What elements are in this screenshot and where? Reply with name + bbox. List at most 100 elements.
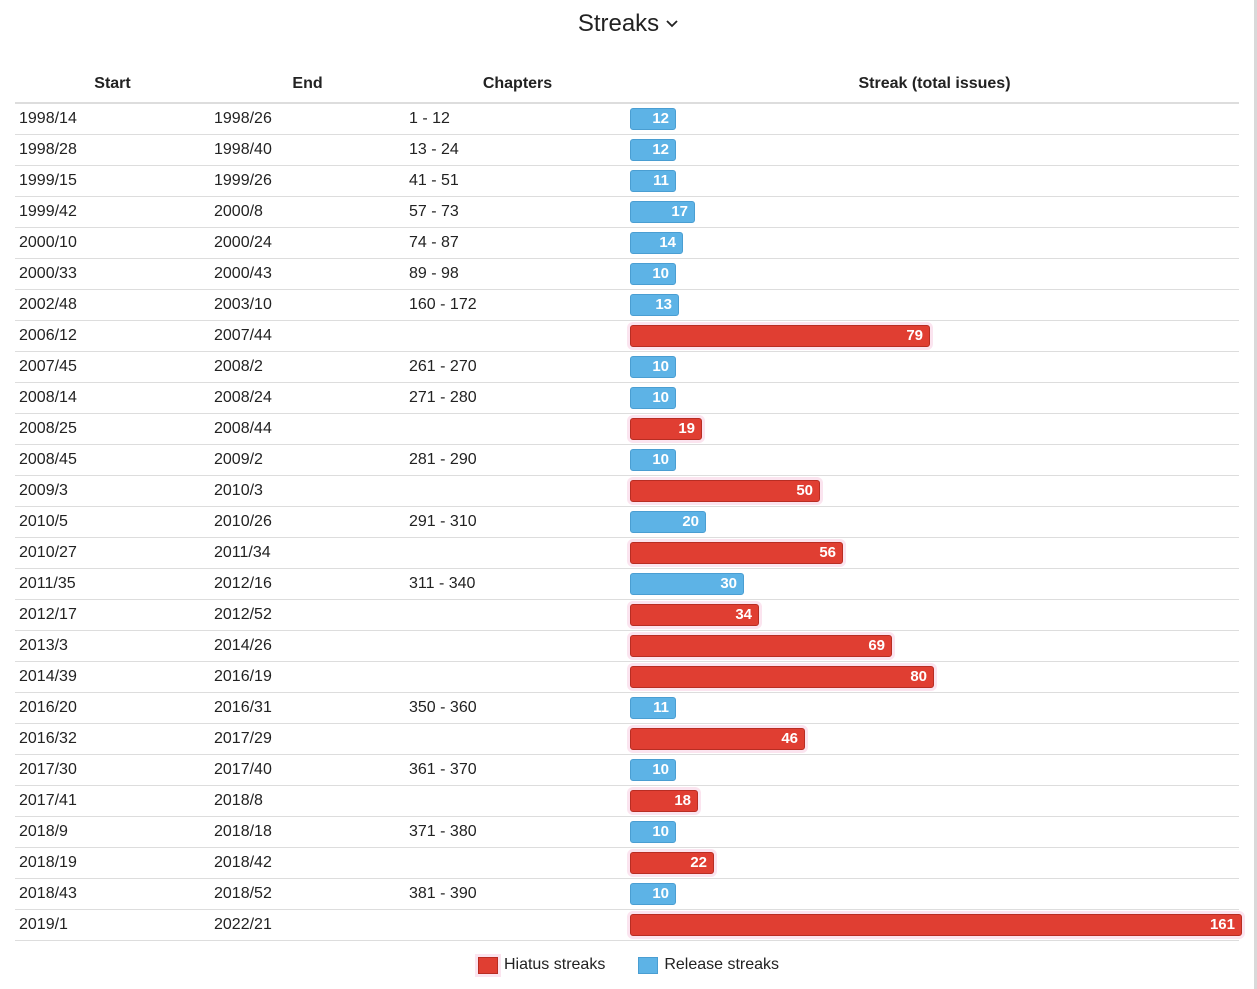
table-row: 2018/19 2018/42 22 xyxy=(15,847,1239,879)
cell-start: 2016/32 xyxy=(15,723,210,755)
streak-value-label: 80 xyxy=(910,668,927,685)
cell-chapters xyxy=(405,630,630,662)
cell-start: 2018/9 xyxy=(15,816,210,848)
cell-end: 2012/16 xyxy=(210,568,405,600)
hiatus-streak-bar[interactable]: 56 xyxy=(630,541,843,564)
release-streak-bar[interactable]: 30 xyxy=(630,572,744,595)
cell-start: 2010/5 xyxy=(15,506,210,538)
cell-end: 2012/52 xyxy=(210,599,405,631)
release-streak-bar[interactable]: 14 xyxy=(630,231,683,254)
hiatus-streak-bar[interactable]: 80 xyxy=(630,665,934,688)
cell-end: 1998/40 xyxy=(210,134,405,166)
streak-value-label: 14 xyxy=(659,234,676,251)
legend-item-hiatus[interactable]: Hiatus streaks xyxy=(477,956,606,974)
streak-value-label: 79 xyxy=(906,327,923,344)
legend: Hiatus streaks Release streaks xyxy=(0,956,1257,974)
release-streak-bar[interactable]: 11 xyxy=(630,169,676,192)
table-row: 2017/41 2018/8 18 xyxy=(15,785,1239,817)
release-streak-bar[interactable]: 10 xyxy=(630,758,676,781)
cell-end: 2018/52 xyxy=(210,878,405,910)
cell-end: 2000/24 xyxy=(210,227,405,259)
hiatus-streak-bar[interactable]: 34 xyxy=(630,603,759,626)
release-streak-bar[interactable]: 13 xyxy=(630,293,679,316)
streak-value-label: 10 xyxy=(652,358,669,375)
cell-end: 2017/40 xyxy=(210,754,405,786)
legend-label-release: Release streaks xyxy=(664,956,780,973)
column-header-chapters[interactable]: Chapters xyxy=(405,66,630,104)
cell-start: 1999/15 xyxy=(15,165,210,197)
table-row: 2016/20 2016/31 350 - 360 11 xyxy=(15,692,1239,724)
table-row: 2014/39 2016/19 80 xyxy=(15,661,1239,693)
streak-value-label: 10 xyxy=(652,885,669,902)
cell-chapters xyxy=(405,320,630,352)
streak-value-label: 34 xyxy=(735,606,752,623)
hiatus-streak-bar[interactable]: 22 xyxy=(630,851,714,874)
cell-end: 2008/2 xyxy=(210,351,405,383)
cell-start: 2006/12 xyxy=(15,320,210,352)
table-row: 2008/45 2009/2 281 - 290 10 xyxy=(15,444,1239,476)
table-body: 1998/14 1998/26 1 - 12 12 1998/28 1998/40 13 -… xyxy=(15,103,1242,941)
streak-value-label: 56 xyxy=(819,544,836,561)
cell-streak: 56 xyxy=(630,537,1239,569)
streak-value-label: 20 xyxy=(682,513,699,530)
cell-streak: 30 xyxy=(630,568,1239,600)
hiatus-streak-bar[interactable]: 79 xyxy=(630,324,930,347)
legend-item-release[interactable]: Release streaks xyxy=(638,956,779,974)
cell-end: 1998/26 xyxy=(210,103,405,135)
column-header-streak[interactable]: Streak (total issues) xyxy=(630,66,1239,104)
hiatus-streak-bar[interactable]: 18 xyxy=(630,789,698,812)
cell-streak: 10 xyxy=(630,878,1239,910)
cell-chapters: 160 - 172 xyxy=(405,289,630,321)
release-streak-bar[interactable]: 12 xyxy=(630,138,676,161)
release-streak-bar[interactable]: 10 xyxy=(630,262,676,285)
table-row: 1999/15 1999/26 41 - 51 11 xyxy=(15,165,1239,197)
release-streak-bar[interactable]: 17 xyxy=(630,200,695,223)
cell-streak: 69 xyxy=(630,630,1239,662)
cell-start: 2010/27 xyxy=(15,537,210,569)
cell-chapters xyxy=(405,661,630,693)
cell-streak: 13 xyxy=(630,289,1239,321)
table-row: 2017/30 2017/40 361 - 370 10 xyxy=(15,754,1239,786)
legend-label-hiatus: Hiatus streaks xyxy=(503,956,606,973)
cell-start: 2014/39 xyxy=(15,661,210,693)
cell-start: 2018/19 xyxy=(15,847,210,879)
table-row: 2000/10 2000/24 74 - 87 14 xyxy=(15,227,1239,259)
streaks-dropdown[interactable]: Streaks xyxy=(578,10,679,38)
release-streak-bar[interactable]: 10 xyxy=(630,355,676,378)
cell-start: 2000/10 xyxy=(15,227,210,259)
cell-streak: 19 xyxy=(630,413,1239,445)
table-row: 2018/43 2018/52 381 - 390 10 xyxy=(15,878,1239,910)
release-streak-bar[interactable]: 11 xyxy=(630,696,676,719)
cell-end: 2003/10 xyxy=(210,289,405,321)
cell-streak: 11 xyxy=(630,165,1239,197)
cell-start: 2007/45 xyxy=(15,351,210,383)
cell-end: 2016/19 xyxy=(210,661,405,693)
page-title: Streaks xyxy=(577,10,660,37)
cell-streak: 18 xyxy=(630,785,1239,817)
hiatus-streak-bar[interactable]: 46 xyxy=(630,727,805,750)
release-streak-bar[interactable]: 20 xyxy=(630,510,706,533)
table-row: 2012/17 2012/52 34 xyxy=(15,599,1239,631)
table-row: 2010/5 2010/26 291 - 310 20 xyxy=(15,506,1239,538)
cell-chapters xyxy=(405,785,630,817)
column-header-start[interactable]: Start xyxy=(15,66,210,104)
release-streak-bar[interactable]: 10 xyxy=(630,820,676,843)
table-row: 2016/32 2017/29 46 xyxy=(15,723,1239,755)
cell-end: 1999/26 xyxy=(210,165,405,197)
release-streak-bar[interactable]: 12 xyxy=(630,107,676,130)
cell-start: 2019/1 xyxy=(15,909,210,941)
table-row: 2000/33 2000/43 89 - 98 10 xyxy=(15,258,1239,290)
streak-value-label: 10 xyxy=(652,823,669,840)
cell-end: 2010/3 xyxy=(210,475,405,507)
release-streak-bar[interactable]: 10 xyxy=(630,882,676,905)
cell-end: 2010/26 xyxy=(210,506,405,538)
cell-start: 2013/3 xyxy=(15,630,210,662)
hiatus-streak-bar[interactable]: 50 xyxy=(630,479,820,502)
hiatus-streak-bar[interactable]: 161 xyxy=(630,913,1242,936)
hiatus-streak-bar[interactable]: 69 xyxy=(630,634,892,657)
streak-value-label: 11 xyxy=(653,172,669,189)
release-streak-bar[interactable]: 10 xyxy=(630,386,676,409)
hiatus-streak-bar[interactable]: 19 xyxy=(630,417,702,440)
release-streak-bar[interactable]: 10 xyxy=(630,448,676,471)
column-header-end[interactable]: End xyxy=(210,66,405,104)
